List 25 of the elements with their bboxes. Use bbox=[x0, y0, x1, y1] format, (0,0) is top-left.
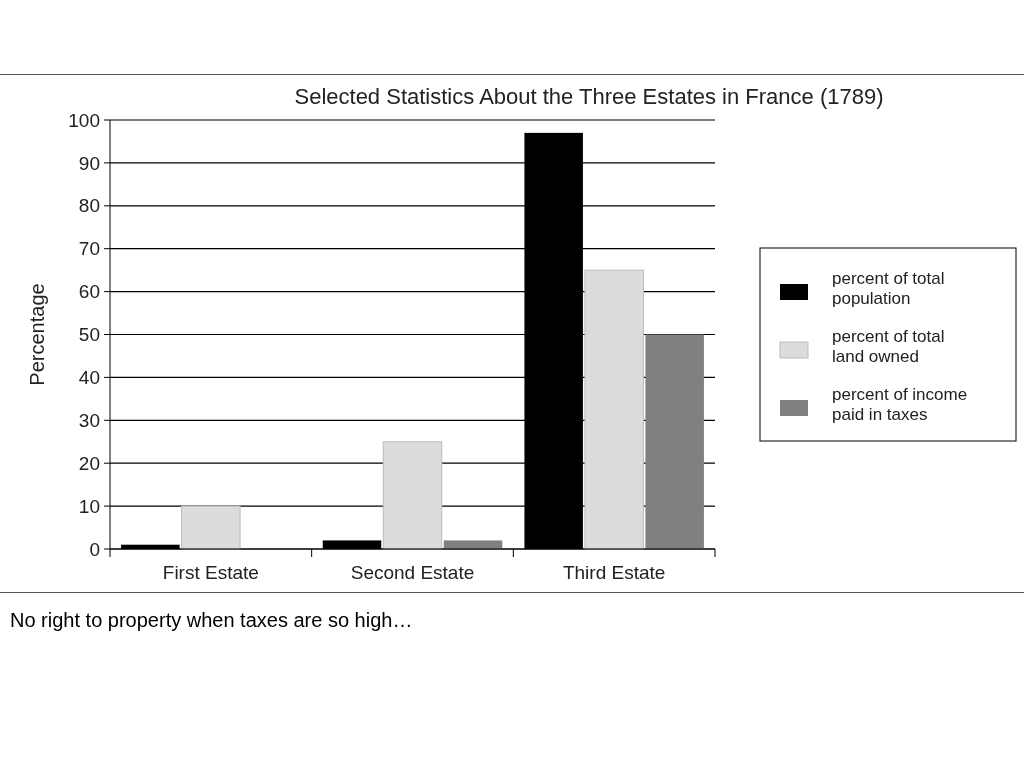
y-tick-label: 40 bbox=[78, 367, 100, 389]
y-tick-label: 70 bbox=[78, 238, 100, 260]
bar bbox=[382, 441, 443, 550]
x-tick-label: First Estate bbox=[162, 562, 259, 583]
y-tick-label: 10 bbox=[78, 495, 100, 517]
legend-label: percent of income paid in taxes bbox=[832, 385, 968, 424]
legend-label: percent of total land owned bbox=[832, 327, 945, 366]
text: No right to property when taxes are so high… bbox=[10, 609, 413, 631]
y-tick-label: 90 bbox=[78, 152, 100, 174]
x-tick-label: Second Estate bbox=[350, 562, 475, 583]
y-axis-title: Percentage bbox=[26, 283, 48, 386]
bar bbox=[645, 334, 704, 549]
bar bbox=[584, 269, 644, 550]
y-tick-label: 50 bbox=[78, 324, 100, 346]
bar bbox=[443, 540, 503, 549]
x-tick-label: Third Estate bbox=[562, 562, 666, 583]
y-tick-label: 80 bbox=[78, 195, 100, 217]
y-tick-label: 0 bbox=[89, 538, 100, 560]
y-tick-label: 20 bbox=[78, 452, 100, 474]
y-tick-label: 60 bbox=[78, 281, 100, 303]
legend-label: percent of total population bbox=[832, 269, 945, 308]
chart-title: Selected Statistics About the Three Estates in France (1789) bbox=[294, 84, 884, 109]
y-tick-label: 30 bbox=[78, 409, 100, 431]
bar bbox=[181, 505, 241, 550]
y-tick-label: 100 bbox=[68, 109, 100, 131]
